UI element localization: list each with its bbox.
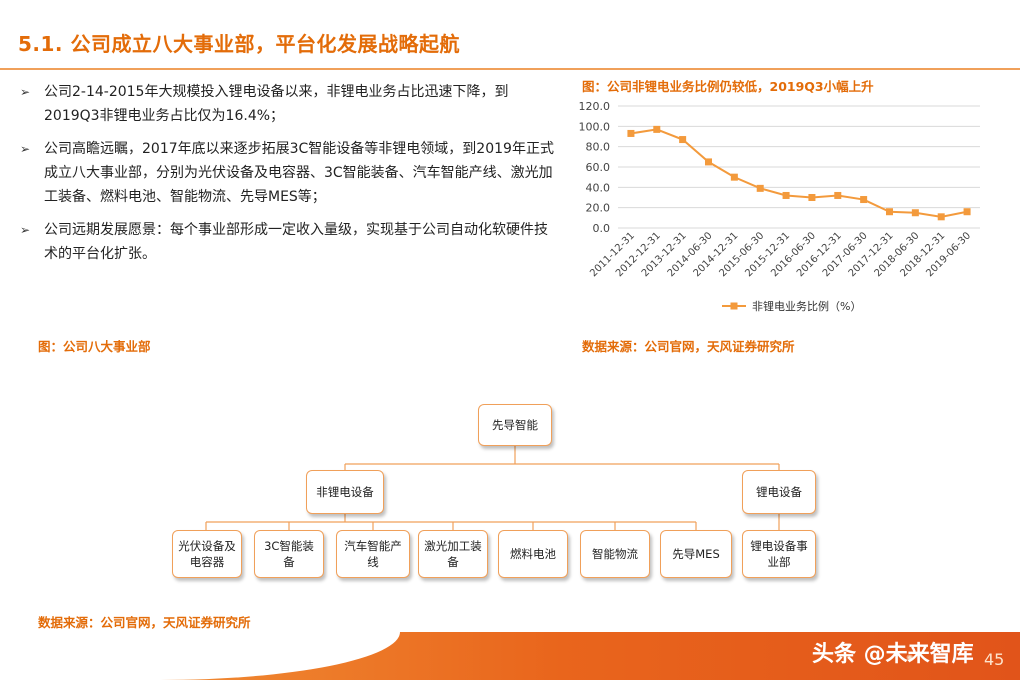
org-root-box: 先导智能 xyxy=(478,404,552,446)
page-number: 45 xyxy=(984,650,1005,669)
org-division-box: 激光加工装备 xyxy=(418,530,488,578)
arrow-bullet-icon: ➢ xyxy=(20,142,31,156)
data-point xyxy=(653,125,661,133)
slide-title: 5.1. 公司成立八大事业部，平台化发展战略起航 xyxy=(18,32,460,56)
title-divider xyxy=(0,68,1020,70)
org-division-box: 锂电设备事业部 xyxy=(742,530,816,578)
org-division-box: 燃料电池 xyxy=(498,530,568,578)
legend-label: 非锂电业务比例（%） xyxy=(752,299,861,313)
org-lithium-box: 锂电设备 xyxy=(742,470,816,514)
brand-logo: ✺ xyxy=(906,654,914,664)
series-line xyxy=(630,128,968,218)
org-chart-title: 图：公司八大事业部 xyxy=(38,339,151,354)
bullet-text: 公司高瞻远瞩，2017年底以来逐步拓展3C智能设备等非锂电领域，到2019年正式… xyxy=(44,141,554,205)
y-tick-label: 0.0 xyxy=(593,222,611,235)
y-tick-label: 120.0 xyxy=(579,100,611,113)
org-division-box: 先导MES xyxy=(660,530,732,578)
org-division-box: 汽车智能产线 xyxy=(336,530,410,578)
watermark-text: 头条 @未来智库 xyxy=(812,642,974,667)
legend-marker xyxy=(730,302,738,310)
arrow-bullet-icon: ➢ xyxy=(20,85,31,99)
data-point xyxy=(963,208,971,216)
data-point xyxy=(860,196,868,204)
data-point xyxy=(937,213,945,221)
data-point xyxy=(886,208,893,216)
line-chart: 0.020.040.060.080.0100.0120.02011-12-312… xyxy=(579,100,980,313)
y-tick-label: 40.0 xyxy=(586,181,611,194)
bullet-text: 公司2-14-2015年大规模投入锂电设备以来，非锂电业务占比迅速下降，到201… xyxy=(44,84,509,124)
org-division-box: 光伏设备及电容器 xyxy=(172,530,242,578)
data-point xyxy=(705,158,712,166)
bullet-item: ➢ 公司高瞻远瞩，2017年底以来逐步拓展3C智能设备等非锂电领域，到2019年… xyxy=(20,137,560,209)
org-nonlithium-box: 非锂电设备 xyxy=(306,470,384,514)
org-division-box: 智能物流 xyxy=(580,530,650,578)
org-source: 数据来源：公司官网，天风证券研究所 xyxy=(38,615,251,630)
bullet-list: ➢ 公司2-14-2015年大规模投入锂电设备以来，非锂电业务占比迅速下降，到2… xyxy=(20,80,560,275)
y-tick-label: 100.0 xyxy=(579,120,611,133)
chart-title: 图：公司非锂电业务比例仍较低，2019Q3小幅上升 xyxy=(582,79,874,94)
y-tick-label: 20.0 xyxy=(586,202,611,215)
data-point xyxy=(756,184,764,192)
y-tick-label: 60.0 xyxy=(586,161,611,174)
data-point xyxy=(834,191,842,199)
arrow-bullet-icon: ➢ xyxy=(20,223,31,237)
bullet-item: ➢ 公司远期发展愿景：每个事业部形成一定收入量级，实现基于公司自动化软硬件技术的… xyxy=(20,218,560,266)
chart-source: 数据来源：公司官网，天风证券研究所 xyxy=(582,339,795,354)
data-point xyxy=(911,209,919,217)
bullet-text: 公司远期发展愿景：每个事业部形成一定收入量级，实现基于公司自动化软硬件技术的平台… xyxy=(44,222,548,262)
org-division-box: 3C智能装备 xyxy=(254,530,324,578)
data-point xyxy=(782,191,790,199)
data-point xyxy=(679,136,687,144)
data-point xyxy=(627,129,635,137)
data-point xyxy=(730,173,738,181)
data-point xyxy=(808,194,816,201)
bullet-item: ➢ 公司2-14-2015年大规模投入锂电设备以来，非锂电业务占比迅速下降，到2… xyxy=(20,80,560,128)
y-tick-label: 80.0 xyxy=(586,141,611,154)
